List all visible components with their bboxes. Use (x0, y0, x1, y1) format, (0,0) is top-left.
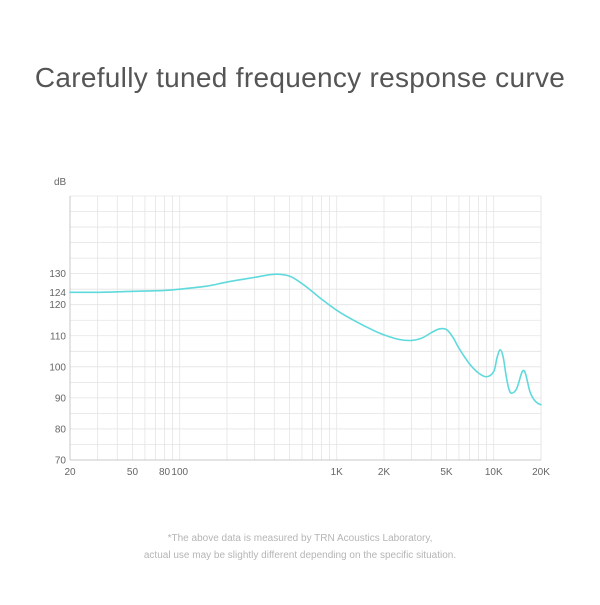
y-tick-label: 70 (55, 456, 67, 467)
x-tick-label: 20K (532, 467, 550, 478)
axes (69, 196, 541, 461)
y-tick-label: 110 (50, 331, 66, 342)
x-tick-label: 50 (127, 467, 139, 478)
y-axis-unit-label: dB (54, 177, 67, 188)
footnote-line-1: *The above data is measured by TRN Acous… (167, 533, 433, 544)
y-tick-label: 90 (55, 393, 67, 404)
x-tick-labels: 20 50 80 100 1K 2K 5K 10K 20K (64, 467, 550, 478)
y-tick-label: 100 (49, 362, 66, 373)
x-tick-label: 1K (331, 467, 344, 478)
x-tick-label: 20 (64, 467, 76, 478)
x-tick-label: 5K (440, 467, 453, 478)
frequency-response-line (69, 273, 542, 406)
chart-headline: Carefully tuned frequency response curve (34, 62, 566, 93)
grid-minor-lines (69, 195, 542, 461)
footnote-line-2: actual use may be slightly different dep… (143, 550, 457, 561)
y-tick-label: 120 (49, 300, 66, 311)
x-tick-label: 10K (485, 467, 503, 478)
x-tick-label: 2K (378, 467, 391, 478)
y-tick-label: 130 (49, 269, 66, 280)
x-tick-label: 100 (171, 467, 188, 478)
grid-major-lines (179, 196, 542, 460)
y-tick-label: 124 (49, 288, 66, 299)
x-tick-label: 80 (159, 467, 171, 478)
y-tick-label: 80 (55, 424, 67, 435)
